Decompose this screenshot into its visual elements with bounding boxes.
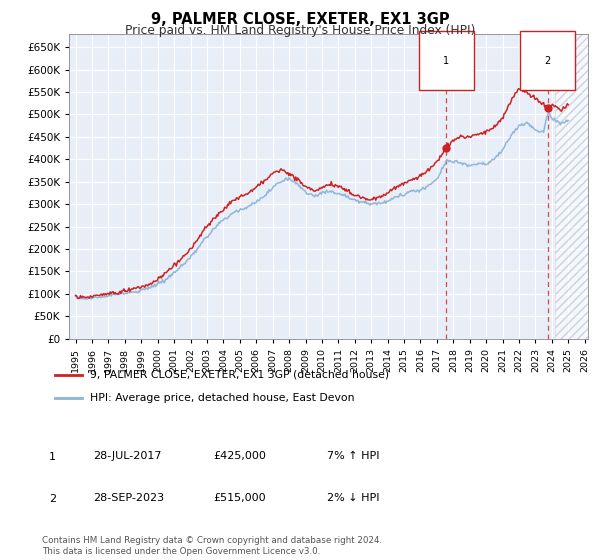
- Text: 2% ↓ HPI: 2% ↓ HPI: [327, 493, 380, 503]
- Text: 9, PALMER CLOSE, EXETER, EX1 3GP: 9, PALMER CLOSE, EXETER, EX1 3GP: [151, 12, 449, 27]
- Text: 2: 2: [545, 55, 551, 66]
- Text: £515,000: £515,000: [213, 493, 266, 503]
- Bar: [555, 34, 593, 339]
- Text: Contains HM Land Registry data © Crown copyright and database right 2024.
This d: Contains HM Land Registry data © Crown c…: [42, 536, 382, 556]
- Text: 1: 1: [49, 452, 56, 462]
- Text: 28-SEP-2023: 28-SEP-2023: [93, 493, 164, 503]
- Text: 9, PALMER CLOSE, EXETER, EX1 3GP (detached house): 9, PALMER CLOSE, EXETER, EX1 3GP (detach…: [89, 370, 389, 380]
- Text: 1: 1: [443, 55, 449, 66]
- Bar: [555, 34, 593, 339]
- Text: 2: 2: [49, 494, 56, 504]
- Text: Price paid vs. HM Land Registry's House Price Index (HPI): Price paid vs. HM Land Registry's House …: [125, 24, 475, 36]
- Text: £425,000: £425,000: [213, 451, 266, 461]
- Text: HPI: Average price, detached house, East Devon: HPI: Average price, detached house, East…: [89, 393, 354, 403]
- Text: 7% ↑ HPI: 7% ↑ HPI: [327, 451, 380, 461]
- Text: 28-JUL-2017: 28-JUL-2017: [93, 451, 161, 461]
